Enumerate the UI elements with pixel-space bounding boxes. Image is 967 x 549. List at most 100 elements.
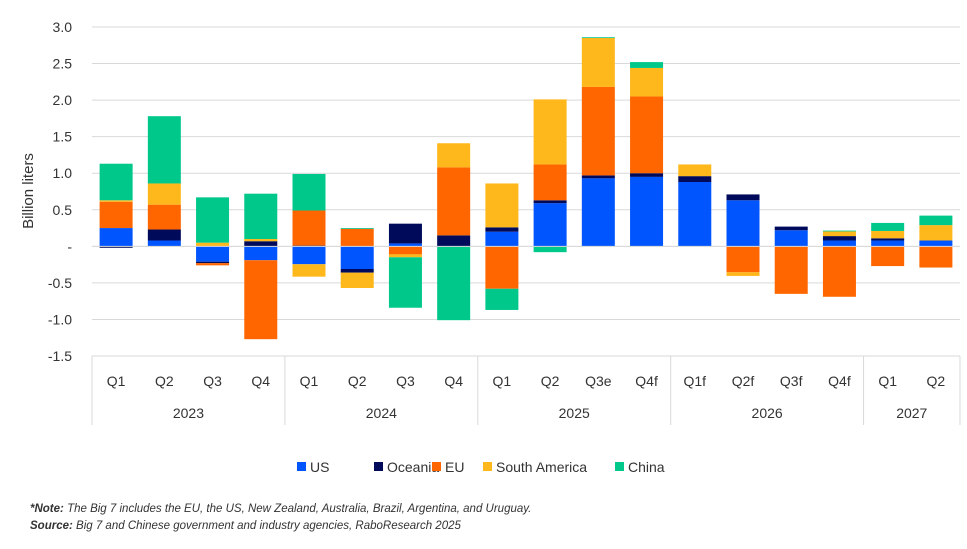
x-group-label: 2027 bbox=[896, 405, 927, 421]
bar-oceania bbox=[99, 246, 133, 248]
y-tick-label: 2.0 bbox=[53, 92, 73, 108]
bar-eu bbox=[388, 246, 422, 255]
bar-eu bbox=[485, 246, 519, 289]
bar-us bbox=[919, 240, 953, 247]
bar-south-america bbox=[244, 239, 278, 242]
bar-us bbox=[533, 203, 567, 247]
bar-south-america bbox=[388, 254, 422, 258]
x-group-label: 2024 bbox=[366, 405, 397, 421]
x-axis: Q1 Q2 Q3 Q4 Q1 Q2 Q3 Q4 Q1 Q2 Q3e Q4f Q1f Q2f Q3f Q4f Q1… bbox=[91, 245, 961, 425]
bar-us bbox=[196, 246, 230, 262]
bar-south-america bbox=[678, 164, 712, 177]
bar-us bbox=[822, 240, 856, 247]
x-tick-label: Q3 bbox=[396, 373, 415, 389]
x-tick-label: Q2f bbox=[732, 373, 755, 389]
legend: US Oceania EU South America China bbox=[297, 459, 665, 475]
legend-swatch-eu bbox=[432, 462, 441, 471]
bar-us bbox=[244, 246, 278, 261]
y-tick-label: 2.5 bbox=[53, 56, 73, 72]
bar-eu bbox=[147, 204, 181, 230]
bar-us bbox=[678, 181, 712, 247]
x-tick-label: Q1 bbox=[878, 373, 897, 389]
bar-eu bbox=[919, 246, 953, 268]
legend-swatch-oceania bbox=[374, 462, 383, 471]
bar-us bbox=[388, 243, 422, 247]
bar-south-america bbox=[630, 67, 664, 97]
x-tick-label: Q4 bbox=[251, 373, 270, 389]
legend-label: US bbox=[310, 459, 329, 475]
y-tick-label: -0.5 bbox=[48, 275, 72, 291]
bar-oceania bbox=[485, 227, 519, 232]
bar-south-america bbox=[99, 200, 133, 202]
x-group-label: 2023 bbox=[173, 405, 204, 421]
bar-china bbox=[340, 228, 374, 229]
bar-china bbox=[99, 163, 133, 201]
x-group-label: 2026 bbox=[752, 405, 783, 421]
bar-china bbox=[919, 215, 953, 226]
x-group-label: 2025 bbox=[559, 405, 590, 421]
bar-south-america bbox=[726, 272, 760, 276]
bar-south-america bbox=[533, 99, 567, 165]
x-tick-label: Q3e bbox=[585, 373, 612, 389]
bar-oceania bbox=[774, 226, 808, 231]
bar-oceania bbox=[533, 200, 567, 204]
bar-china bbox=[533, 246, 567, 253]
note-label: *Note: bbox=[30, 503, 64, 515]
bar-oceania bbox=[871, 238, 905, 241]
x-tick-label: Q4 bbox=[444, 373, 463, 389]
bar-china bbox=[244, 193, 278, 240]
bar-oceania bbox=[678, 176, 712, 182]
bar-eu bbox=[340, 228, 374, 247]
bar-china bbox=[196, 197, 230, 243]
bar-us bbox=[340, 246, 374, 269]
legend-swatch-china bbox=[615, 462, 624, 471]
legend-swatch-south-america bbox=[483, 462, 492, 471]
y-tick-label: -1.0 bbox=[48, 311, 72, 327]
bar-south-america bbox=[437, 143, 471, 168]
y-tick-label: 1.0 bbox=[53, 165, 73, 181]
bar-oceania bbox=[244, 241, 278, 247]
x-tick-label: Q3 bbox=[203, 373, 222, 389]
x-tick-label: Q2 bbox=[541, 373, 560, 389]
bar-south-america bbox=[485, 183, 519, 228]
source-label: Source: bbox=[30, 520, 73, 532]
x-tick-label: Q2 bbox=[348, 373, 367, 389]
x-tick-label: Q1 bbox=[493, 373, 512, 389]
bar-south-america bbox=[147, 183, 181, 205]
bar-eu bbox=[822, 246, 856, 297]
bar-us bbox=[147, 240, 181, 247]
y-tick-label: - bbox=[67, 238, 72, 254]
bar-eu bbox=[533, 164, 567, 201]
y-tick-label: 0.5 bbox=[53, 202, 73, 218]
bar-oceania bbox=[147, 229, 181, 241]
bar-oceania bbox=[196, 261, 230, 264]
bar-us bbox=[99, 228, 133, 247]
bar-eu bbox=[726, 246, 760, 273]
source-text: Big 7 and Chinese government and industr… bbox=[72, 520, 461, 532]
bar-south-america bbox=[822, 231, 856, 237]
bar-us bbox=[581, 178, 615, 247]
note-line: *Note: The Big 7 includes the EU, the US… bbox=[30, 503, 531, 515]
bar-south-america bbox=[871, 230, 905, 239]
legend-label: EU bbox=[445, 459, 464, 475]
y-tick-label: 1.5 bbox=[53, 129, 73, 145]
bar-eu bbox=[292, 210, 326, 246]
x-tick-label: Q4f bbox=[828, 373, 851, 389]
legend-label: Oceania bbox=[387, 459, 439, 475]
legend-swatch-us bbox=[297, 462, 306, 471]
bar-south-america bbox=[196, 242, 230, 247]
x-tick-label: Q3f bbox=[780, 373, 803, 389]
y-axis-title: Billion liters bbox=[20, 153, 37, 229]
bar-china bbox=[581, 37, 615, 39]
bars bbox=[99, 37, 953, 340]
bar-eu bbox=[630, 96, 664, 174]
y-tick-label: -1.5 bbox=[48, 348, 72, 364]
bar-oceania bbox=[437, 235, 471, 247]
bar-south-america bbox=[581, 37, 615, 87]
bar-south-america bbox=[340, 272, 374, 289]
bar-china bbox=[485, 288, 519, 310]
source-line: Source: Big 7 and Chinese government and… bbox=[30, 520, 461, 532]
bar-eu bbox=[774, 246, 808, 294]
bar-china bbox=[388, 257, 422, 308]
